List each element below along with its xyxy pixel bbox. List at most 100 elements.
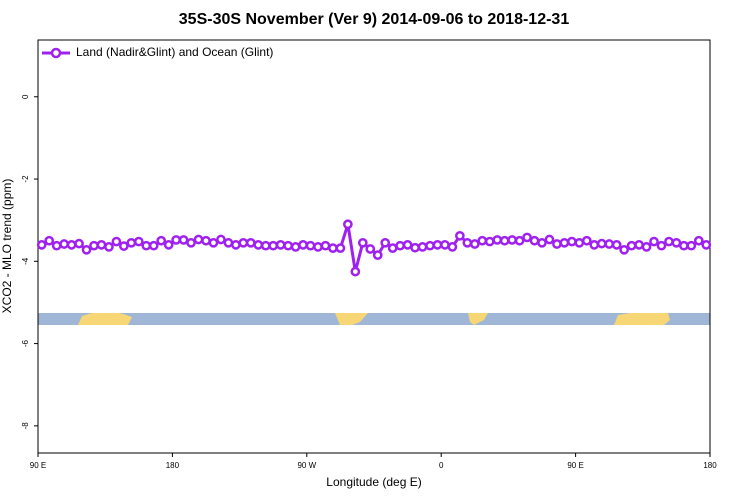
point [320,240,331,251]
point [641,242,652,252]
point [350,266,361,277]
point [455,230,465,241]
y-axis-label: XCO2 - MLO trend (ppm) [0,179,14,314]
point [402,240,413,250]
point [425,240,435,251]
point [51,240,62,251]
x-tick-label: 90 E [30,461,46,470]
x-tick-label: 180 [703,461,717,470]
point [156,235,167,246]
point [290,242,301,252]
point [44,235,55,246]
point [649,236,659,247]
point [544,234,555,245]
point [238,237,249,248]
x-axis-label: Longitude (deg E) [326,475,421,489]
point [343,219,353,230]
point [59,239,69,249]
y-tick-label: -6 [21,339,30,347]
point [634,240,644,250]
point [245,237,256,248]
point [589,240,600,250]
point [432,240,443,250]
point [81,244,92,255]
point [66,240,77,250]
point [193,234,204,245]
point [626,240,637,251]
point [686,240,697,251]
point [260,240,271,251]
point [283,240,293,251]
point [357,237,368,248]
point [171,235,181,245]
point [178,235,189,245]
x-tick-label: 180 [166,461,180,470]
point [417,242,428,252]
y-tick-label: -8 [21,422,30,430]
point [619,244,629,255]
point [529,235,540,246]
point [96,240,107,250]
y-tick-label: -2 [21,175,30,183]
point [36,240,47,250]
point [574,237,585,248]
point [148,240,159,251]
point [253,240,264,250]
point [208,237,219,248]
point [611,240,622,250]
point [522,232,532,243]
point [395,240,405,251]
point [380,237,391,248]
point [507,235,517,245]
point [328,243,338,253]
point [133,236,144,247]
y-tick-label: -4 [21,257,30,265]
legend: Land (Nadir&Glint) and Ocean (Glint) [42,45,273,59]
point [440,240,450,250]
point [335,243,346,253]
point [664,236,674,247]
point [492,235,503,245]
point [596,238,607,249]
map-strip [38,313,710,325]
point [298,240,308,250]
point [537,237,547,248]
point [679,240,689,251]
point [387,243,398,253]
legend-label: Land (Nadir&Glint) and Ocean (Glint) [76,45,273,59]
point [559,237,570,248]
point [604,239,615,249]
point [89,240,99,251]
point [313,242,323,252]
legend-marker [50,47,62,59]
chart-title: 35S-30S November (Ver 9) 2014-09-06 to 2… [179,11,570,28]
point [552,239,562,249]
point [223,237,234,248]
point [469,239,480,249]
point [462,237,473,248]
point [701,240,712,250]
point [656,240,667,251]
point [104,242,114,252]
x-tick-label: 0 [439,461,444,470]
point [268,240,279,251]
point [201,235,211,246]
point [119,241,129,251]
point [671,237,682,248]
point [141,240,152,251]
point [186,237,196,248]
point [74,238,84,249]
point [447,242,458,252]
point [275,240,286,250]
point [365,244,376,254]
point [163,240,174,250]
point [372,250,383,260]
point [567,236,577,247]
point [581,235,592,246]
x-tick-label: 90 W [297,461,316,470]
point [477,235,488,246]
point [216,234,226,245]
y-tick-label: 0 [21,94,30,99]
point [305,240,316,251]
